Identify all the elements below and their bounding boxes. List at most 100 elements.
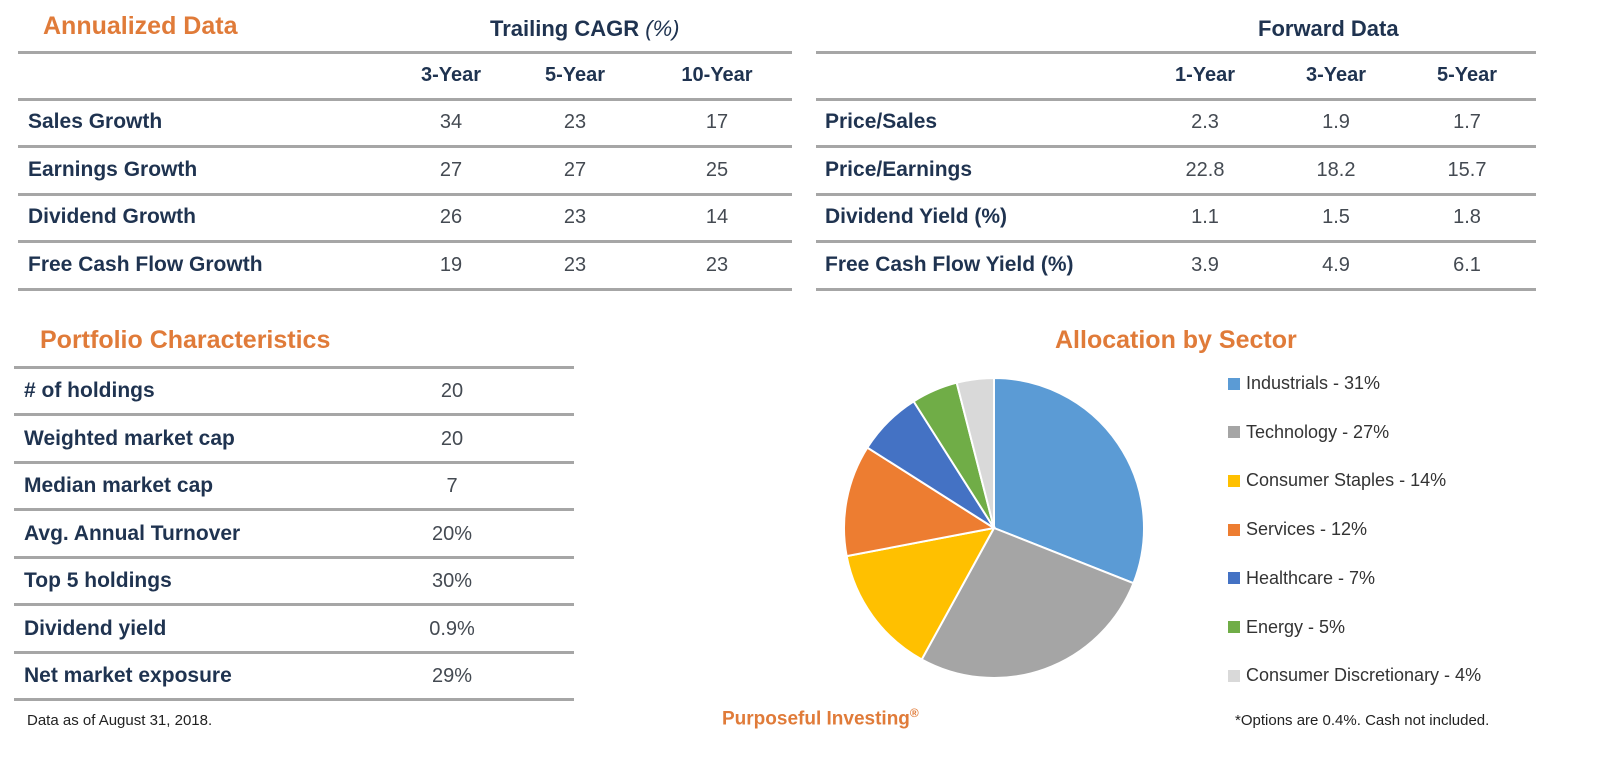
forward-data-header: Forward Data — [1258, 16, 1399, 41]
annualized-row-value: 23 — [563, 111, 587, 133]
pie-slice — [845, 526, 996, 661]
annualized-row-rule — [18, 287, 792, 291]
annualized-row-value: 23 — [563, 206, 587, 228]
forward-col-header: 3-Year — [1305, 64, 1367, 86]
annualized-col-header: 10-Year — [681, 64, 753, 86]
portfolio-row-label: Avg. Annual Turnover — [24, 521, 241, 545]
forward-row-value: 1.1 — [1191, 206, 1219, 228]
portfolio-row-rule — [14, 460, 574, 464]
portfolio-row-label: Net market exposure — [24, 664, 232, 687]
forward-row-value: 3.9 — [1191, 253, 1219, 276]
annualized-row-rule — [18, 145, 792, 148]
annualized-row-value: 17 — [705, 111, 729, 133]
portfolio-row-value: 0.9% — [429, 617, 475, 640]
forward-row-value: 1.9 — [1322, 111, 1350, 133]
portfolio-row-value: 20 — [440, 427, 464, 450]
annualized-top-rule — [18, 51, 792, 54]
portfolio-row-label: Weighted market cap — [24, 426, 235, 450]
forward-row-value: 6.1 — [1453, 253, 1481, 276]
portfolio-row-rule — [14, 650, 574, 654]
forward-row-rule — [816, 145, 1536, 148]
annualized-row-label: Earnings Growth — [28, 157, 198, 181]
forward-header-rule — [816, 98, 1536, 101]
legend-item: Consumer Staples - 14% — [1228, 470, 1446, 491]
portfolio-row-value: 29% — [431, 665, 473, 687]
legend-item: Services - 12% — [1228, 519, 1367, 540]
forward-col-header: 1-Year — [1174, 64, 1236, 86]
legend-swatch — [1228, 572, 1240, 585]
brand-text: Purposeful Investing — [722, 708, 910, 730]
forward-row-label: Free Cash Flow Yield (%) — [825, 252, 1074, 276]
annualized-title: Annualized Data — [43, 12, 238, 40]
annualized-row-label: Free Cash Flow Growth — [28, 252, 263, 276]
data-as-of-note: Data as of August 31, 2018. — [27, 712, 213, 729]
annualized-col-header: 5-Year — [544, 64, 606, 86]
legend-swatch — [1228, 426, 1240, 439]
portfolio-title: Portfolio Characteristics — [40, 326, 331, 354]
portfolio-row-rule — [14, 508, 574, 511]
annualized-row-value: 14 — [705, 206, 729, 228]
portfolio-row-value: 20% — [431, 522, 473, 545]
portfolio-top-rule — [14, 366, 574, 369]
annualized-col-header: 3-Year — [420, 64, 482, 86]
annualized-row-value: 27 — [439, 158, 463, 181]
trailing-cagr-unit: (%) — [645, 16, 680, 41]
forward-row-value: 1.5 — [1322, 206, 1350, 228]
forward-row-value: 22.8 — [1185, 158, 1225, 181]
options-footnote: *Options are 0.4%. Cash not included. — [1235, 712, 1490, 729]
forward-row-label: Price/Earnings — [825, 157, 973, 181]
legend-item: Consumer Discretionary - 4% — [1228, 665, 1481, 686]
forward-row-value: 1.7 — [1453, 111, 1481, 133]
forward-row-rule — [816, 287, 1536, 291]
forward-row-value: 4.9 — [1322, 253, 1350, 276]
portfolio-row-rule — [14, 698, 574, 701]
annualized-row-value: 23 — [705, 253, 729, 276]
annualized-row-label: Sales Growth — [28, 110, 163, 133]
portfolio-row-rule — [14, 555, 574, 559]
annualized-row-rule — [18, 192, 792, 196]
forward-row-label: Price/Sales — [825, 110, 938, 133]
portfolio-row-value: 7 — [446, 475, 458, 497]
forward-row-value: 2.3 — [1191, 111, 1219, 133]
annualized-row-value: 23 — [563, 253, 587, 276]
brand-tagline: Purposeful Investing® — [722, 706, 919, 730]
portfolio-row-label: # of holdings — [24, 379, 155, 402]
annualized-row-value: 26 — [439, 206, 463, 228]
pie-slice — [920, 526, 1135, 679]
forward-row-value: 1.8 — [1453, 206, 1481, 228]
legend-label: Industrials - 31% — [1246, 373, 1381, 393]
legend-label: Healthcare - 7% — [1246, 567, 1376, 588]
sector-pie-chart — [843, 376, 1145, 679]
forward-row-label: Dividend Yield (%) — [825, 205, 1008, 228]
legend-item: Technology - 27% — [1228, 422, 1389, 443]
annualized-header-rule — [18, 98, 792, 101]
trailing-cagr-header: Trailing CAGR (%) — [490, 16, 679, 42]
legend-item: Industrials - 31% — [1228, 373, 1380, 394]
legend-label: Services - 12% — [1246, 519, 1368, 540]
forward-row-rule — [816, 192, 1536, 196]
legend-swatch — [1228, 474, 1240, 487]
pie-slice — [993, 376, 1145, 585]
legend-label: Consumer Discretionary - 4% — [1246, 665, 1482, 686]
legend-label: Technology - 27% — [1246, 421, 1390, 442]
legend-label: Energy - 5% — [1246, 616, 1346, 637]
annualized-row-label: Dividend Growth — [28, 205, 196, 228]
legend-item: Healthcare - 7% — [1228, 568, 1375, 589]
chart-title: Allocation by Sector — [1055, 326, 1297, 354]
forward-row-rule — [816, 240, 1536, 243]
forward-row-value: 18.2 — [1316, 158, 1356, 181]
annualized-row-rule — [18, 240, 792, 243]
registered-mark: ® — [909, 706, 919, 720]
annualized-row-value: 34 — [439, 111, 463, 133]
pie-slice — [955, 376, 995, 529]
legend-item: Energy - 5% — [1228, 617, 1345, 638]
forward-col-header: 5-Year — [1436, 64, 1498, 86]
trailing-cagr-label: Trailing CAGR — [490, 16, 640, 41]
portfolio-row-label: Top 5 holdings — [24, 569, 172, 592]
legend-label: Consumer Staples - 14% — [1246, 470, 1447, 491]
forward-row-value: 15.7 — [1447, 158, 1487, 181]
legend-swatch — [1228, 377, 1240, 390]
annualized-row-value: 19 — [439, 253, 463, 276]
portfolio-row-label: Median market cap — [24, 474, 214, 497]
portfolio-row-value: 20 — [440, 380, 464, 402]
